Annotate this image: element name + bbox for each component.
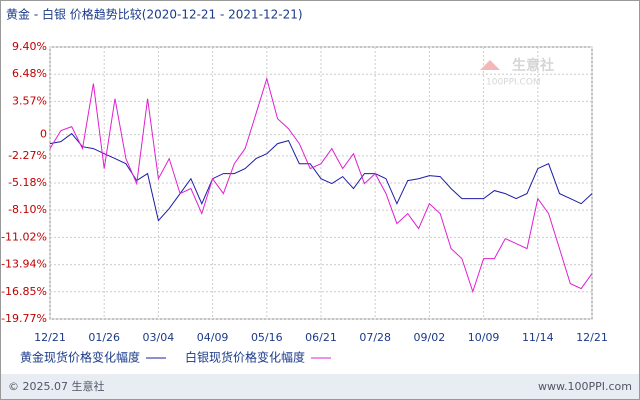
x-tick-label: 12/21 — [576, 331, 608, 344]
x-tick-label: 06/21 — [305, 331, 337, 344]
footer-bar — [1, 374, 639, 399]
watermark-site: 100PPI.COM — [486, 78, 541, 88]
y-tick-label: -2.27% — [8, 149, 47, 162]
legend-label: 白银现货价格变化幅度 — [185, 350, 305, 365]
data-line — [49, 76, 593, 294]
data-line — [49, 132, 593, 222]
y-tick-label: -8.10% — [8, 203, 47, 216]
watermark: 生意社 100PPI.COM — [480, 57, 554, 88]
x-tick-label: 04/09 — [197, 331, 229, 344]
y-tick-label: -13.94% — [1, 258, 47, 271]
x-tick-label: 01/26 — [88, 331, 120, 344]
x-tick-label: 07/28 — [359, 331, 391, 344]
y-tick-label: 9.40% — [12, 40, 47, 53]
y-tick-label: -19.77% — [1, 312, 47, 325]
x-tick-label: 12/21 — [34, 331, 66, 344]
footer-site: www.100PPI.com — [538, 380, 632, 393]
y-tick-label: -11.02% — [1, 230, 47, 243]
y-tick-label: 3.57% — [12, 94, 47, 107]
legend-label: 黄金现货价格变化幅度 — [20, 350, 140, 365]
x-tick-label: 11/14 — [522, 331, 554, 344]
x-tick-label: 09/02 — [414, 331, 446, 344]
x-tick-label: 05/16 — [251, 331, 283, 344]
footer-copyright: © 2025.07 生意社 — [8, 379, 104, 393]
y-tick-label: -5.18% — [8, 176, 47, 189]
watermark-name: 生意社 — [512, 57, 554, 74]
x-tick-label: 03/04 — [143, 331, 175, 344]
y-tick-label: 0 — [40, 128, 47, 141]
chart-title: 黄金 - 白银 价格趋势比较(2020-12-21 - 2021-12-21) — [6, 7, 303, 22]
y-tick-label: 6.48% — [12, 67, 47, 80]
watermark-logo — [480, 60, 500, 70]
y-tick-label: -16.85% — [1, 285, 47, 298]
x-tick-label: 10/09 — [468, 331, 500, 344]
